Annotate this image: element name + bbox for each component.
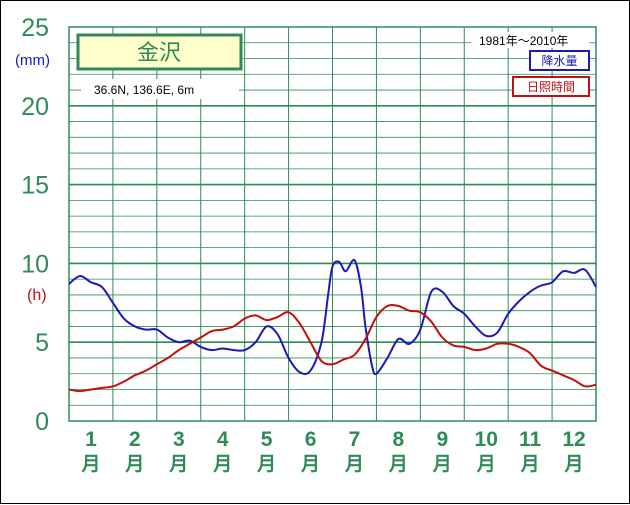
station-box <box>76 33 243 71</box>
month-kanji: 月 <box>564 453 584 475</box>
legend-precip-box <box>529 50 590 71</box>
month-number: 9 <box>436 428 448 451</box>
month-number: 8 <box>393 428 405 451</box>
month-number: 11 <box>519 428 542 451</box>
series-lines <box>68 258 597 393</box>
month-number: 12 <box>562 428 585 451</box>
month-kanji: 月 <box>168 453 188 475</box>
station-name: 金沢 <box>137 41 181 66</box>
month-kanji: 月 <box>520 453 540 475</box>
period-label: 1981年〜2010年 <box>479 34 568 48</box>
month-number: 7 <box>349 428 361 451</box>
month-kanji: 月 <box>80 453 100 475</box>
month-kanji: 月 <box>432 453 452 475</box>
period-box <box>471 32 589 48</box>
sunshine-unit-label: (h) <box>27 287 47 304</box>
location-label: 36.6N, 136.6E, 6m <box>94 83 194 97</box>
y-tick-label: 20 <box>21 93 49 121</box>
month-number: 2 <box>129 428 141 451</box>
sunshine-line <box>68 303 597 393</box>
y-tick-label: 0 <box>35 408 49 436</box>
y-tick-label: 10 <box>21 250 49 278</box>
month-number: 1 <box>85 428 97 451</box>
month-kanji: 月 <box>300 453 320 475</box>
y-tick-label: 15 <box>21 172 49 200</box>
legend-sunshine: 日照時間 <box>527 80 575 94</box>
month-number: 4 <box>217 428 229 451</box>
month-kanji: 月 <box>212 453 232 475</box>
month-kanji: 月 <box>388 453 408 475</box>
precip-unit-label: (mm) <box>15 52 50 69</box>
y-tick-label: 25 <box>21 14 49 42</box>
month-number: 10 <box>475 428 498 451</box>
month-number: 5 <box>261 428 273 451</box>
legend-precip: 降水量 <box>541 54 577 68</box>
month-kanji: 月 <box>476 453 496 475</box>
month-number: 3 <box>173 428 185 451</box>
precip-line <box>68 258 597 376</box>
y-tick-labels: 0 5 10 15 20 25 <box>21 14 49 436</box>
month-number: 6 <box>305 428 317 451</box>
legend-sunshine-box <box>512 76 590 97</box>
month-kanji: 月 <box>124 453 144 475</box>
y-tick-label: 5 <box>35 329 49 357</box>
month-kanji: 月 <box>256 453 276 475</box>
location-box <box>81 79 239 99</box>
month-kanji: 月 <box>344 453 364 475</box>
